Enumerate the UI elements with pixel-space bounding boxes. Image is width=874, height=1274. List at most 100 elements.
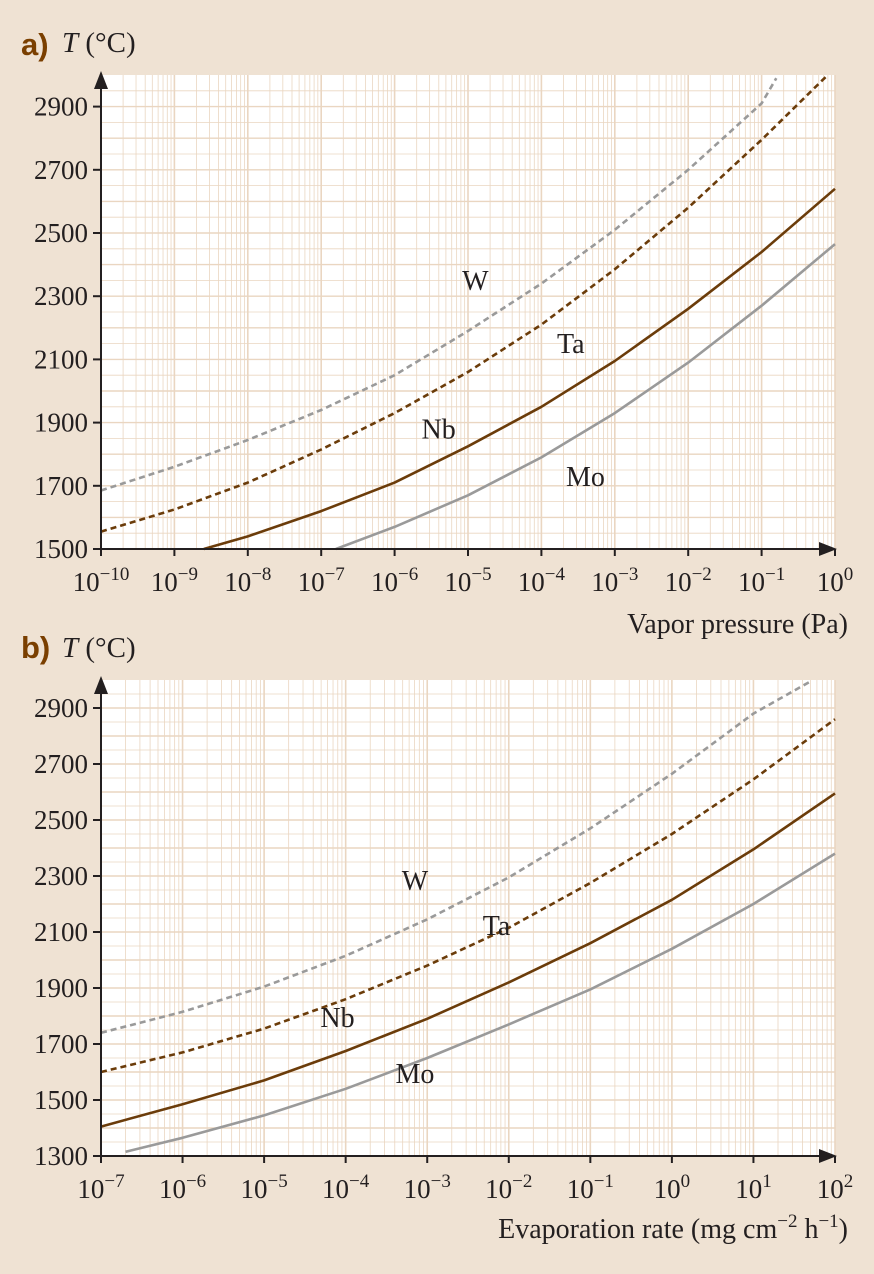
x-tick-base: 10	[322, 1174, 349, 1204]
y-tick-label: 2700	[34, 155, 88, 185]
series-label-ta: Ta	[557, 329, 585, 360]
x-tick-base: 10	[159, 1174, 186, 1204]
y-tick-label: 2500	[34, 218, 88, 248]
x-tick-label: 10−1	[738, 564, 785, 597]
x-tick-exponent: 0	[681, 1171, 691, 1192]
y-axis-unit: (°C)	[85, 632, 135, 664]
x-tick-base: 10	[665, 567, 692, 597]
series-label-nb: Nb	[422, 414, 456, 445]
x-tick-label: 10−3	[404, 1171, 451, 1204]
x-tick-exponent: −1	[765, 564, 785, 585]
series-label-ta: Ta	[483, 911, 511, 942]
y-axis-unit: (°C)	[85, 27, 135, 59]
x-tick-base: 10	[371, 567, 398, 597]
x-tick-exponent: −6	[186, 1171, 206, 1192]
series-line-ta	[100, 718, 836, 1074]
series-label-w: W	[402, 866, 429, 897]
series-line-nb	[100, 792, 836, 1128]
x-tick-exponent: −7	[104, 1171, 124, 1192]
x-tick-base: 10	[591, 567, 618, 597]
x-axis-label-part: Evaporation rate (mg cm	[498, 1214, 777, 1245]
series-label-w: W	[462, 266, 489, 297]
x-tick-label: 10−7	[298, 564, 345, 597]
series-line-mo	[335, 243, 836, 551]
x-tick-base: 10	[224, 567, 251, 597]
x-tick-exponent: −10	[100, 564, 130, 585]
x-tick-label: 101	[735, 1171, 772, 1204]
x-axis-arrow	[819, 542, 837, 556]
y-axis-variable: T	[62, 632, 80, 664]
x-tick-base: 10	[73, 567, 100, 597]
x-tick-label: 10−2	[665, 564, 712, 597]
x-tick-exponent: −3	[431, 1171, 451, 1192]
x-tick-label: 100	[817, 564, 854, 597]
x-tick-exponent: −4	[545, 564, 566, 585]
x-axis-label: Evaporation rate (mg cm−2 h−1)	[498, 1211, 848, 1245]
x-axis-arrow	[819, 1149, 837, 1163]
y-tick-label: 2100	[34, 344, 88, 374]
series-line-nb	[203, 187, 836, 551]
x-tick-base: 10	[298, 567, 325, 597]
x-tick-label: 10−4	[518, 564, 566, 597]
x-tick-label: 10−5	[444, 564, 491, 597]
x-tick-label: 10−6	[371, 564, 418, 597]
x-tick-exponent: −2	[512, 1171, 532, 1192]
x-tick-base: 10	[735, 1174, 762, 1204]
x-tick-label: 100	[654, 1171, 691, 1204]
y-axis-space	[78, 27, 85, 59]
y-axis-arrow	[94, 676, 108, 694]
x-tick-label: 10−7	[77, 1171, 124, 1204]
y-tick-label: 1700	[34, 1029, 88, 1059]
x-tick-exponent: −9	[178, 564, 198, 585]
y-tick-label: 2900	[34, 92, 88, 122]
x-axis-label-part: )	[839, 1214, 848, 1245]
x-tick-exponent: −2	[692, 564, 712, 585]
y-tick-label: 1900	[34, 408, 88, 438]
x-tick-exponent: −3	[618, 564, 638, 585]
y-axis-space	[78, 632, 85, 664]
x-tick-label: 10−10	[73, 564, 130, 597]
y-tick-label: 2300	[34, 281, 88, 311]
series-line-w	[100, 680, 812, 1035]
y-axis-label: T (°C)	[62, 632, 136, 664]
x-axis-label-sup: −2	[777, 1211, 797, 1232]
y-tick-label: 1500	[34, 534, 88, 564]
x-tick-exponent: 1	[762, 1171, 772, 1192]
panel-letter: b)	[21, 630, 50, 665]
y-tick-label: 2100	[34, 917, 88, 947]
x-tick-base: 10	[241, 1174, 268, 1204]
chart-panel-a: W Ta Nb Mo 1500 1700 1900 2100 2300 2500 2700 2900 1…	[21, 27, 853, 640]
x-tick-base: 10	[518, 567, 545, 597]
x-tick-label: 10−3	[591, 564, 638, 597]
y-axis-arrow	[94, 71, 108, 89]
chart-panel-b: WTaNbMo130015001700190021002300250027002…	[21, 630, 853, 1245]
x-tick-exponent: −7	[325, 564, 345, 585]
y-tick-label: 1300	[34, 1141, 88, 1171]
x-tick-exponent: −6	[398, 564, 418, 585]
x-tick-exponent: −5	[471, 564, 491, 585]
x-tick-base: 10	[567, 1174, 594, 1204]
series-label-nb: Nb	[320, 1003, 354, 1034]
series-line-w	[100, 77, 778, 492]
y-tick-label: 2700	[34, 749, 88, 779]
x-tick-base: 10	[444, 567, 471, 597]
x-axis-label-part: h	[797, 1214, 818, 1245]
y-tick-label: 2500	[34, 805, 88, 835]
x-tick-exponent: −4	[349, 1171, 370, 1192]
y-tick-label: 2900	[34, 693, 88, 723]
x-tick-base: 10	[654, 1174, 681, 1204]
x-tick-label: 10−6	[159, 1171, 206, 1204]
x-axis-label-sup: −1	[818, 1211, 838, 1232]
x-tick-exponent: −1	[594, 1171, 614, 1192]
x-tick-base: 10	[817, 567, 844, 597]
y-tick-label: 1700	[34, 471, 88, 501]
x-tick-base: 10	[151, 567, 178, 597]
x-tick-label: 10−8	[224, 564, 271, 597]
x-tick-label: 10−5	[241, 1171, 288, 1204]
x-tick-base: 10	[404, 1174, 431, 1204]
series-line-ta	[100, 74, 829, 533]
x-tick-base: 10	[738, 567, 765, 597]
x-tick-label: 10−1	[567, 1171, 614, 1204]
